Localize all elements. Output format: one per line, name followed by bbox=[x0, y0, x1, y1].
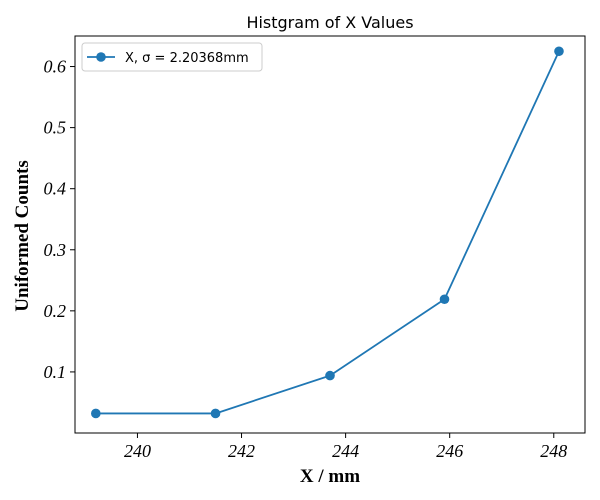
x-tick-label: 244 bbox=[332, 441, 359, 461]
y-tick-label: 0.5 bbox=[44, 118, 67, 138]
legend: X, σ = 2.20368mm bbox=[81, 42, 263, 72]
x-tick-label: 246 bbox=[436, 441, 463, 461]
x-axis: 240 242 244 246 248 bbox=[124, 433, 567, 461]
y-tick-label: 0.3 bbox=[44, 240, 67, 260]
y-axis-label: Uniformed Counts bbox=[12, 160, 33, 311]
data-point bbox=[439, 294, 450, 305]
y-tick-label: 0.4 bbox=[44, 179, 67, 199]
data-point bbox=[554, 46, 564, 57]
y-tick-label: 0.2 bbox=[44, 301, 67, 321]
data-point bbox=[210, 408, 221, 419]
legend-marker-swatch bbox=[96, 52, 106, 62]
x-axis-label: X / mm bbox=[300, 466, 360, 487]
plot-frame bbox=[74, 35, 586, 434]
legend-box bbox=[81, 42, 263, 72]
y-axis: 0.1 0.2 0.3 0.4 0.5 0.6 bbox=[44, 57, 75, 382]
chart-title: Histgram of X Values bbox=[246, 13, 413, 32]
x-tick-label: 240 bbox=[124, 441, 151, 461]
x-tick-label: 248 bbox=[540, 441, 567, 461]
x-tick-label: 242 bbox=[228, 441, 255, 461]
series-line bbox=[95, 50, 560, 415]
series-layer bbox=[91, 46, 564, 419]
y-tick-label: 0.6 bbox=[44, 57, 67, 77]
data-point bbox=[91, 408, 101, 419]
y-tick-label: 0.1 bbox=[44, 362, 67, 382]
data-point bbox=[325, 370, 335, 381]
legend-entry-x: X, σ = 2.20368mm bbox=[125, 51, 249, 66]
